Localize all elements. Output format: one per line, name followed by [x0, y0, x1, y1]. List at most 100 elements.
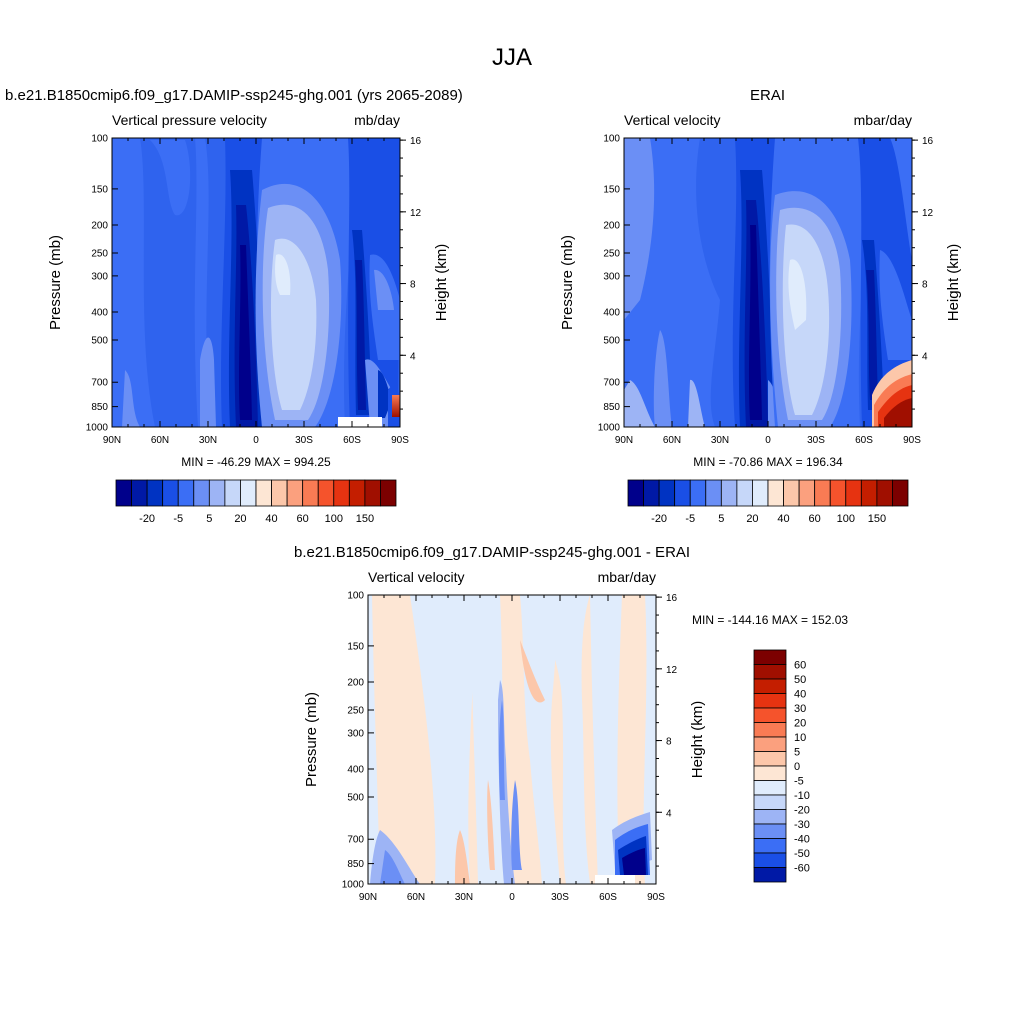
- colorbar-label: 10: [794, 732, 806, 744]
- panel2-units-label: mbar/day: [853, 112, 912, 128]
- colorbar-swatch: [753, 794, 787, 810]
- colorbar-swatch: [317, 479, 335, 507]
- panel1-colorbar: -20 -5 5 20 40 60 100 150: [115, 479, 397, 525]
- colorbar-label: 60: [297, 513, 309, 525]
- y-tick-label: 700: [603, 378, 620, 389]
- x-tick-label: 60N: [407, 892, 425, 903]
- y-tick-label: 400: [347, 764, 364, 775]
- colorbar-swatch: [860, 479, 878, 507]
- colorbar-label: -5: [794, 776, 804, 788]
- x-tick-label: 90N: [103, 435, 121, 446]
- colorbar-swatch: [193, 479, 210, 507]
- y-tick-label: 100: [347, 591, 364, 602]
- y-tick-label: 150: [603, 184, 620, 195]
- colorbar-swatch: [753, 751, 787, 767]
- y-tick-label: 100: [91, 134, 108, 145]
- colorbar-swatch: [131, 479, 148, 507]
- panel1-field: [111, 137, 401, 428]
- y-right-axis-label: Height (km): [689, 701, 706, 779]
- y-tick-label: 700: [91, 378, 108, 389]
- x-tick-label: 90N: [615, 435, 633, 446]
- colorbar-swatch: [752, 479, 769, 507]
- colorbar-swatch: [380, 479, 397, 507]
- colorbar-swatch: [753, 765, 787, 781]
- colorbar-label: 60: [794, 660, 806, 672]
- y-tick-label: 250: [347, 706, 364, 717]
- y-axis-label: Pressure (mb): [303, 692, 320, 787]
- colorbar-label: 150: [868, 513, 886, 525]
- x-tick-label: 90S: [647, 892, 665, 903]
- y-tick-label: 500: [603, 336, 620, 347]
- figure-title: JJA: [491, 44, 532, 71]
- y-axis-label: Pressure (mb): [47, 235, 64, 330]
- x-tick-label: 30N: [199, 435, 217, 446]
- y-tick-label: 100: [603, 134, 620, 145]
- colorbar-swatch: [814, 479, 831, 507]
- colorbar-label: 150: [356, 513, 374, 525]
- y-right-tick-label: 4: [922, 351, 928, 362]
- colorbar-label: 100: [325, 513, 343, 525]
- colorbar-swatch: [753, 736, 787, 752]
- colorbar-swatch: [658, 479, 676, 507]
- colorbar-label: 30: [794, 703, 806, 715]
- colorbar-swatch: [689, 479, 707, 507]
- colorbar-label: -30: [794, 819, 810, 831]
- colorbar-swatch: [753, 649, 787, 665]
- colorbar-swatch: [271, 479, 288, 507]
- colorbar-swatch: [208, 479, 226, 507]
- colorbar-swatch: [348, 479, 366, 507]
- colorbar-swatch: [146, 479, 164, 507]
- colorbar-swatch: [753, 838, 787, 854]
- y-right-tick-label: 8: [666, 737, 672, 748]
- x-tick-label: 90S: [903, 435, 921, 446]
- colorbar-swatch: [892, 479, 909, 507]
- y-tick-label: 150: [347, 641, 364, 652]
- y-right-tick-label: 16: [410, 136, 422, 147]
- panel2-minmax: MIN = -70.86 MAX = 196.34: [693, 455, 843, 469]
- y-tick-label: 1000: [342, 880, 365, 891]
- y-right-tick-label: 4: [410, 351, 416, 362]
- panel3-units-label: mbar/day: [597, 569, 656, 585]
- x-tick-label: 0: [509, 892, 515, 903]
- colorbar-label: -60: [794, 863, 810, 875]
- panel3-axes: 90N 60N 30N 0 30S 60S 90S 100 150 200 250 300 400 500…: [303, 591, 706, 904]
- colorbar-swatch: [627, 479, 644, 507]
- panel1-title: b.e21.B1850cmip6.f09_g17.DAMIP-ssp245-gh…: [5, 87, 463, 104]
- colorbar-swatch: [753, 722, 787, 738]
- colorbar-label: -40: [794, 834, 810, 846]
- colorbar-label: 0: [794, 761, 800, 773]
- colorbar-label: 5: [206, 513, 212, 525]
- x-tick-label: 30S: [551, 892, 569, 903]
- y-right-tick-label: 16: [666, 593, 678, 604]
- y-right-axis-label: Height (km): [433, 244, 450, 322]
- colorbar-swatch: [162, 479, 179, 507]
- y-tick-label: 700: [347, 835, 364, 846]
- y-right-tick-label: 12: [922, 208, 934, 219]
- x-tick-label: 30N: [455, 892, 473, 903]
- y-tick-label: 200: [91, 220, 108, 231]
- y-tick-label: 1000: [598, 423, 621, 434]
- colorbar-swatch: [333, 479, 350, 507]
- y-right-tick-label: 4: [666, 808, 672, 819]
- x-tick-label: 30S: [807, 435, 825, 446]
- colorbar-swatch: [845, 479, 862, 507]
- y-tick-label: 850: [347, 859, 364, 870]
- x-tick-label: 0: [253, 435, 259, 446]
- panel1-minmax: MIN = -46.29 MAX = 994.25: [181, 455, 331, 469]
- colorbar-label: 50: [794, 674, 806, 686]
- y-tick-label: 150: [91, 184, 108, 195]
- colorbar-swatch: [736, 479, 753, 507]
- x-tick-label: 90S: [391, 435, 409, 446]
- colorbar-label: -5: [173, 513, 183, 525]
- colorbar-swatch: [286, 479, 304, 507]
- colorbar-swatch: [783, 479, 800, 507]
- colorbar-swatch: [753, 809, 787, 825]
- y-right-tick-label: 8: [922, 280, 928, 291]
- colorbar-label: 40: [777, 513, 789, 525]
- y-right-tick-label: 12: [666, 665, 678, 676]
- y-tick-label: 300: [347, 728, 364, 739]
- x-tick-label: 30S: [295, 435, 313, 446]
- colorbar-swatch: [224, 479, 241, 507]
